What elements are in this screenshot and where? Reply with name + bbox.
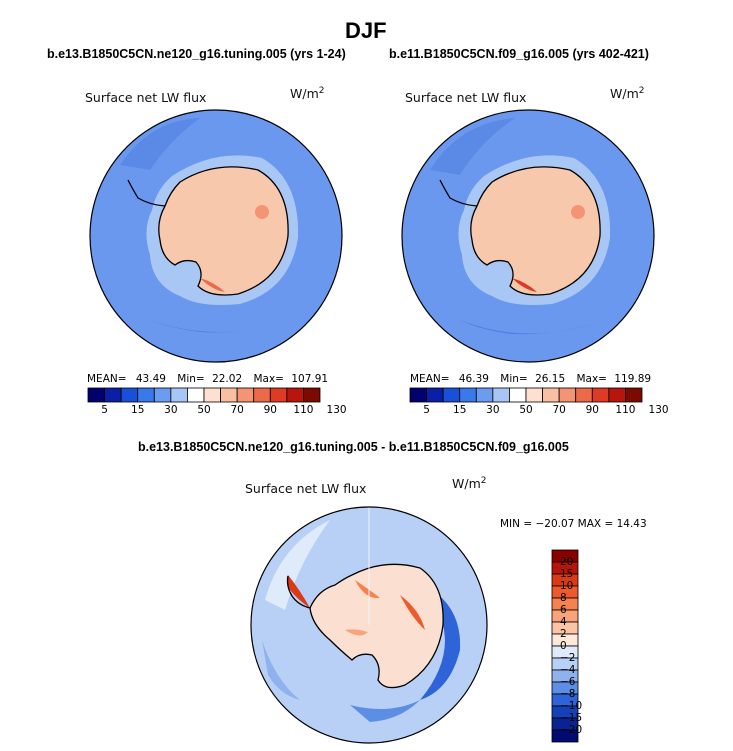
left-colorbar-labels: 5 15 30 50 70 90 110 130 [0,404,733,420]
right-peninsula [439,179,478,207]
right-mean-label: MEAN= [410,373,450,385]
diff-variable-label: Surface net LW flux [245,481,367,496]
left-outer-band [120,118,200,170]
colorbar-tick-label: 50 [519,404,533,416]
left-peninsula [127,179,166,207]
right-antarctica [470,166,601,296]
diff-warm-streak-3 [345,629,368,636]
right-colorbar-labels: 5 15 30 50 70 90 110 130 [0,404,733,420]
left-ross-warm [200,278,225,292]
left-min-value: 22.02 [212,373,243,385]
right-max-label: Max= [576,373,607,385]
diff-colorbar-tick-label: −20 [560,724,583,736]
diff-cold-band-south [350,700,420,722]
diff-cold-patch-west [262,640,300,700]
right-variable-label: Surface net LW flux [405,90,527,105]
colorbar-tick-label: 50 [197,404,211,416]
diff-light-patch [265,520,330,610]
diff-colorbar-tick-label: 0 [560,640,567,652]
colorbar-tick-label: 15 [453,404,467,416]
left-max-value: 107.91 [291,373,329,385]
diff-peninsula [286,575,311,609]
right-map-border [401,109,655,363]
diff-minmax: MIN = −20.07 MAX = 14.43 [500,518,647,530]
colorbar-tick-label: 110 [293,404,314,416]
colorbar-tick-label: 130 [326,404,347,416]
right-min-label: Min= [500,373,528,385]
left-max-label: Max= [253,373,284,385]
diff-colorbar-tick-label: 8 [560,592,567,604]
diff-colorbar-tick-label: −15 [560,712,583,724]
left-mean-value: 43.49 [135,373,166,385]
diff-colorbar-tick-label: −4 [560,664,576,676]
left-stats: MEAN= 43.49 Min= 22.02 Max= 107.91 [87,373,328,385]
colorbar-tick-label: 90 [263,404,277,416]
right-max-value: 119.89 [614,373,652,385]
right-mean-value: 46.39 [458,373,489,385]
colorbar-tick-label: 5 [423,404,430,416]
left-units-label: W/m2 [290,86,324,101]
diff-map-border [250,506,488,744]
right-units-base: W/m [610,86,639,102]
diff-peninsula-warm [286,575,310,608]
diff-colorbar-tick-label: 2 [560,628,567,640]
colorbar-tick-label: 130 [648,404,669,416]
diff-colorbar-tick-label: 20 [560,556,574,568]
diff-antarctica [309,563,444,689]
left-warm-spot [255,205,269,219]
right-warm-spot [571,205,585,219]
diff-colorbar-tick-label: −8 [560,688,576,700]
right-outer-band [430,118,515,175]
left-case-title: b.e13.B1850C5CN.ne120_g16.tuning.005 (yr… [47,47,346,61]
left-units-base: W/m [290,86,319,102]
diff-colorbar-tick-label: −6 [560,676,576,688]
left-min-label: Min= [177,373,205,385]
diff-units-label: W/m2 [452,476,486,491]
colorbar-tick-label: 90 [585,404,599,416]
colorbar-tick-label: 15 [131,404,145,416]
diff-colorbar-swatch [551,729,579,743]
colorbar-tick-label: 70 [552,404,566,416]
right-stats: MEAN= 46.39 Min= 26.15 Max= 119.89 [410,373,651,385]
colorbar-swatch [303,387,321,403]
diff-cold-band-east [420,590,461,700]
right-min-value: 26.15 [535,373,566,385]
colorbar-tick-label: 110 [615,404,636,416]
diff-colorbar-tick-label: 6 [560,604,567,616]
diff-colorbar-tick-label: 10 [560,580,574,592]
right-units-label: W/m2 [610,86,644,101]
right-case-title: b.e11.B1850C5CN.f09_g16.005 (yrs 402-421… [389,47,649,61]
diff-warm-streak-2 [400,595,425,630]
left-variable-label: Surface net LW flux [85,90,207,105]
colorbar-tick-label: 30 [164,404,178,416]
left-units-exponent: 2 [318,86,325,96]
right-units-exponent: 2 [638,86,645,96]
left-mean-label: MEAN= [87,373,127,385]
colorbar-tick-label: 30 [486,404,500,416]
colorbar-tick-label: 70 [230,404,244,416]
diff-units-exponent: 2 [480,476,487,486]
left-map-border [89,109,343,363]
diff-colorbar-tick-label: 4 [560,616,567,628]
diff-colorbar-tick-label: −10 [560,700,583,712]
left-antarctica [158,166,289,296]
diff-units-base: W/m [452,476,481,492]
diff-warm-streak-1 [355,580,380,599]
colorbar-tick-label: 5 [101,404,108,416]
season-title: DJF [345,18,387,43]
diff-colorbar-tick-label: 15 [560,568,574,580]
right-ross-warm [512,278,537,292]
colorbar-swatch [625,387,643,403]
diff-case-title: b.e13.B1850C5CN.ne120_g16.tuning.005 - b… [138,440,569,454]
diff-colorbar-tick-label: −2 [560,652,576,664]
